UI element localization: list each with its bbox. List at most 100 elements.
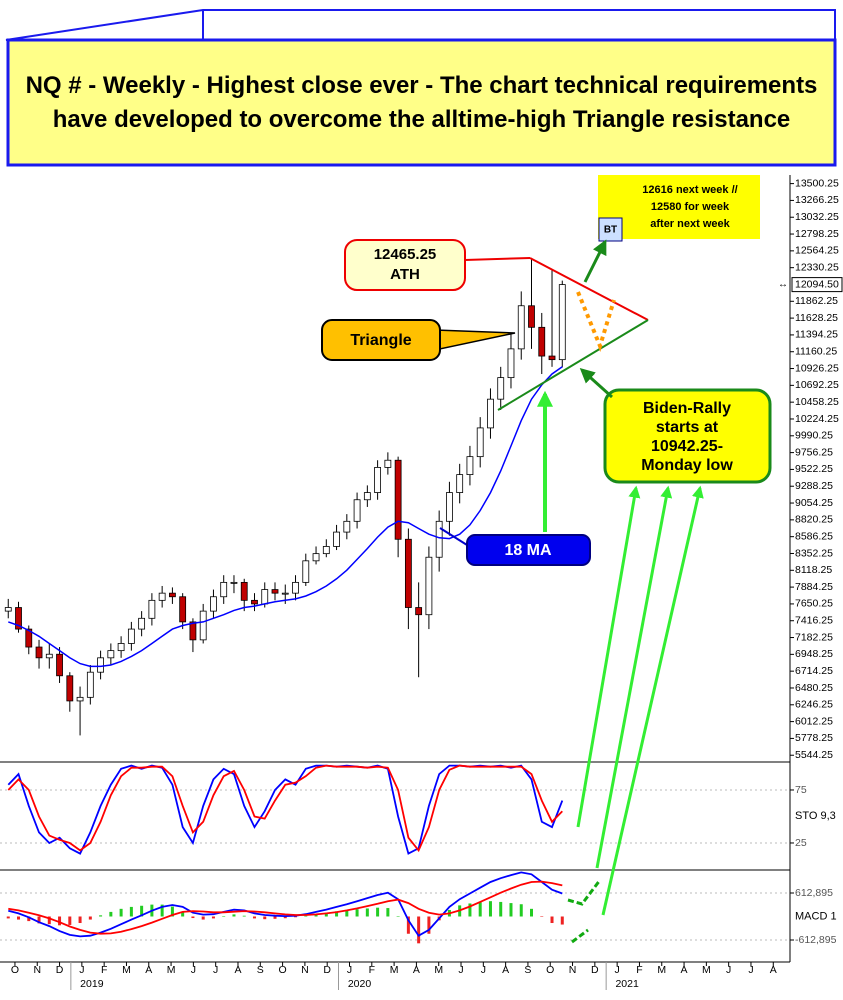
candle-body xyxy=(97,657,104,673)
macd-histogram-bar xyxy=(201,916,205,920)
y-tick-label: 7182.25 xyxy=(795,631,833,643)
biden-arrow xyxy=(579,367,614,399)
biden-text: Monday low xyxy=(641,457,733,474)
x-tick-label: A xyxy=(234,964,241,976)
macd-histogram-bar xyxy=(386,908,390,917)
ath-pointer xyxy=(464,257,531,261)
x-tick-label: A xyxy=(413,964,420,976)
macd-histogram-bar xyxy=(304,915,308,917)
title-box xyxy=(6,38,837,167)
macd-histogram-bar xyxy=(263,916,267,920)
rally-arrow xyxy=(601,485,704,916)
macd-histogram-bar xyxy=(529,908,533,917)
x-tick-label: M xyxy=(434,964,443,976)
y-tick-label: 11628.25 xyxy=(795,312,838,324)
macd-histogram-bar xyxy=(478,902,482,917)
x-tick-label: J xyxy=(615,964,620,976)
candle-body xyxy=(476,427,484,458)
macd-histogram-bar xyxy=(488,901,492,917)
y-tick-label: 6480.25 xyxy=(795,682,833,694)
macd-histogram-bar xyxy=(560,916,564,925)
annotations: 12465.25 ATH Triangle 12616 next week //… xyxy=(321,175,772,944)
indicator-label: STO 9,3 xyxy=(795,810,836,822)
rally-arrow xyxy=(576,485,641,828)
y-tick-label: 10224.25 xyxy=(795,413,839,425)
macd-histogram-bar xyxy=(232,914,236,917)
y-tick-label: 6948.25 xyxy=(795,648,833,660)
y-tick-label: 8586.25 xyxy=(795,530,833,542)
y-tick-label: 8820.25 xyxy=(795,514,833,526)
y-tick-label: 612,895 xyxy=(795,887,833,899)
y-tick-label: 8352.25 xyxy=(795,547,833,559)
macd-histogram-bar xyxy=(170,906,174,917)
macd-histogram-bar xyxy=(160,904,164,917)
macd-histogram-bar xyxy=(27,916,31,922)
candle-body xyxy=(45,653,53,659)
x-tick-label: O xyxy=(546,964,554,976)
macd-histogram-bar xyxy=(273,916,277,919)
title-box-top xyxy=(5,9,836,41)
x-tick-label: D xyxy=(591,964,599,976)
macd-projection xyxy=(567,879,602,906)
triangle-pointer xyxy=(434,329,516,351)
candle-body xyxy=(446,492,453,522)
x-tick-label: O xyxy=(11,964,19,976)
macd-histogram-bar xyxy=(191,916,195,919)
x-tick-label: F xyxy=(369,964,375,976)
x-tick-label: J xyxy=(748,964,753,976)
candle-body xyxy=(169,592,176,598)
x-tick-label: M xyxy=(702,964,711,976)
y-tick-label: 10926.25 xyxy=(795,362,839,374)
candle-body xyxy=(558,284,566,361)
candle-body xyxy=(435,520,443,558)
current-price-label: 12094.50 xyxy=(795,278,839,290)
current-price-arrow: ↔ xyxy=(778,279,788,290)
macd-histogram-bar xyxy=(37,916,41,924)
y-tick-label: 9990.25 xyxy=(795,430,833,442)
triangle-text: Triangle xyxy=(350,332,411,349)
macd-histogram-bar xyxy=(417,916,421,944)
candle-body xyxy=(35,646,43,659)
candle-body xyxy=(271,589,279,594)
candle-body xyxy=(199,610,207,641)
candle-body xyxy=(322,546,330,555)
candle-body xyxy=(425,556,433,616)
current-price-box xyxy=(791,277,843,293)
candle-body xyxy=(76,696,84,702)
year-label: 2021 xyxy=(615,978,639,990)
hist-projection xyxy=(571,928,589,944)
year-label: 2019 xyxy=(80,978,104,990)
y-tick-label: 9054.25 xyxy=(795,497,833,509)
y-tick-label: 10692.25 xyxy=(795,379,839,391)
macd-histogram-bar xyxy=(68,916,72,925)
y-tick-label: 7650.25 xyxy=(795,598,833,610)
macd-histogram-bar xyxy=(78,916,82,924)
y-tick-label: 9288.25 xyxy=(795,480,833,492)
macd-histogram-bar xyxy=(540,916,544,917)
candle-body xyxy=(189,621,197,641)
ma-callout xyxy=(466,534,591,566)
x-tick-label: N xyxy=(569,964,577,976)
candle-body xyxy=(394,459,402,540)
y-tick-label: 12330.25 xyxy=(795,261,839,273)
macd-histogram-bar xyxy=(335,911,339,917)
x-tick-label: J xyxy=(726,964,731,976)
macd-histogram-bar xyxy=(519,904,523,917)
macd-histogram-bar xyxy=(181,911,185,917)
macd-histogram-bar xyxy=(99,915,103,917)
candle-body xyxy=(548,355,556,361)
macd-histogram-bar xyxy=(365,908,369,917)
candle-body xyxy=(25,628,33,648)
y-tick-label: 8118.25 xyxy=(795,564,832,576)
x-tick-label: J xyxy=(458,964,463,976)
macd-histogram-bar xyxy=(324,912,328,917)
candle-body xyxy=(507,348,515,379)
y-tick-label: 13032.25 xyxy=(795,211,839,223)
x-tick-label: M xyxy=(390,964,399,976)
macd-histogram-bar xyxy=(499,901,503,917)
x-tick-label: J xyxy=(213,964,218,976)
y-tick-label: 11394.25 xyxy=(795,329,838,341)
x-tick-label: S xyxy=(257,964,264,976)
x-tick-label: J xyxy=(191,964,196,976)
y-tick-label: 10458.25 xyxy=(795,396,839,408)
